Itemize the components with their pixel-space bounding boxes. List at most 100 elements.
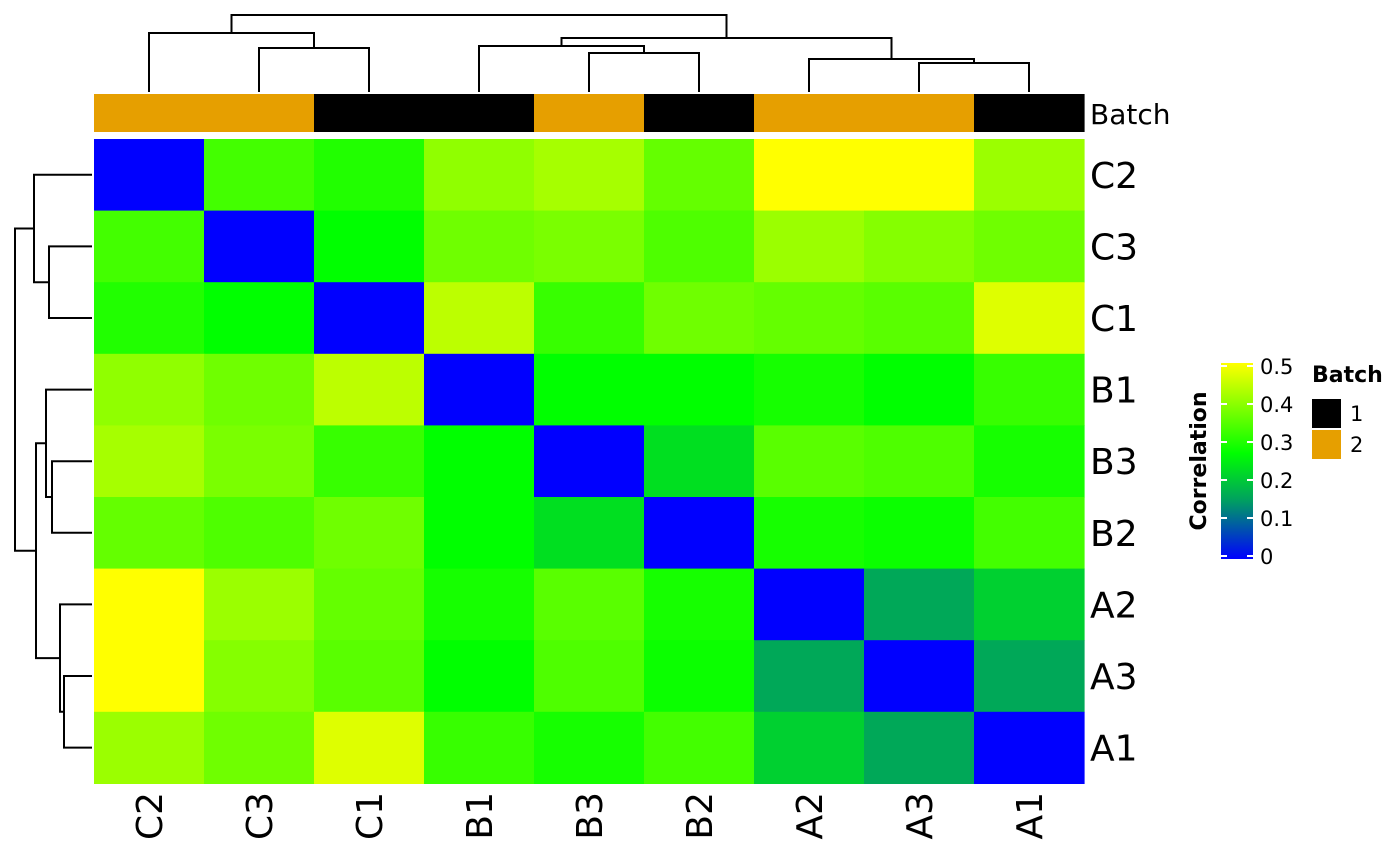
heatmap-cell bbox=[204, 425, 315, 498]
heatmap-cell bbox=[314, 282, 425, 355]
heatmap-cell bbox=[974, 568, 1085, 641]
heatmap-cell bbox=[94, 568, 205, 641]
colorbar-tick-label: 0.1 bbox=[1260, 507, 1293, 531]
colorbar-tick-label: 0.4 bbox=[1260, 393, 1293, 417]
column-dendrogram-branch bbox=[258, 47, 370, 92]
heatmap-cell bbox=[424, 353, 535, 426]
batch-annotation-bar bbox=[94, 94, 1085, 132]
heatmap-cell bbox=[644, 640, 755, 713]
heatmap-cell bbox=[974, 711, 1085, 784]
row-label: A1 bbox=[1090, 729, 1138, 770]
batch-legend-swatch bbox=[1312, 399, 1341, 428]
heatmap-cell bbox=[314, 640, 425, 713]
heatmap-cell bbox=[864, 210, 975, 283]
row-label: A3 bbox=[1090, 657, 1138, 698]
heatmap-cell bbox=[94, 353, 205, 426]
heatmap-cell bbox=[204, 711, 315, 784]
row-label: A2 bbox=[1090, 585, 1138, 626]
heatmap-cell bbox=[94, 711, 205, 784]
column-label: A2 bbox=[790, 792, 831, 840]
heatmap-cell bbox=[424, 711, 535, 784]
row-dendrogram bbox=[14, 173, 92, 749]
heatmap-cell bbox=[314, 353, 425, 426]
heatmap-cell bbox=[864, 353, 975, 426]
column-labels: C2 C3 C1 B1 B3 B2 A2 A3 A1 bbox=[130, 792, 1051, 840]
row-dendrogram-branch bbox=[51, 460, 92, 534]
batch-annotation-label: Batch bbox=[1090, 98, 1171, 131]
heatmap-cell bbox=[424, 640, 535, 713]
heatmap-cell bbox=[424, 210, 535, 283]
colorbar-tick-label: 0.3 bbox=[1260, 431, 1293, 455]
row-label: B2 bbox=[1090, 514, 1138, 555]
heatmap-cell bbox=[94, 139, 205, 212]
row-dendrogram-branch bbox=[33, 173, 92, 284]
row-dendrogram-branch bbox=[35, 442, 60, 660]
column-dendrogram-branch bbox=[148, 32, 315, 92]
heatmap-cell bbox=[314, 425, 425, 498]
heatmap-cell bbox=[314, 497, 425, 570]
heatmap-cell bbox=[754, 139, 865, 212]
heatmap-cell bbox=[424, 139, 535, 212]
heatmap-cell bbox=[204, 640, 315, 713]
column-label: B2 bbox=[680, 792, 721, 840]
heatmap-cell bbox=[864, 568, 975, 641]
row-dendrogram-branch bbox=[48, 245, 92, 319]
heatmap-cell bbox=[204, 210, 315, 283]
batch-legend: Batch 12 bbox=[1312, 363, 1383, 459]
heatmap-cell bbox=[94, 497, 205, 570]
heatmap-cell bbox=[974, 210, 1085, 283]
column-dendrogram-branch bbox=[230, 14, 728, 38]
batch-legend-title: Batch bbox=[1312, 363, 1383, 388]
heatmap-cell bbox=[314, 139, 425, 212]
heatmap-cell bbox=[314, 711, 425, 784]
heatmap-cell bbox=[204, 497, 315, 570]
batch-annotation-cell bbox=[424, 94, 535, 132]
heatmap-cell bbox=[534, 711, 645, 784]
heatmap-cell bbox=[94, 425, 205, 498]
heatmap-cell bbox=[864, 139, 975, 212]
colorbar-tick-label: 0.5 bbox=[1260, 355, 1293, 379]
batch-annotation-cell bbox=[864, 94, 975, 132]
row-dendrogram-branch bbox=[63, 675, 92, 749]
heatmap-cell bbox=[314, 568, 425, 641]
column-label: B3 bbox=[570, 792, 611, 840]
column-dendrogram-branch bbox=[588, 52, 700, 92]
batch-annotation-cell bbox=[534, 94, 645, 132]
heatmap-cell bbox=[754, 711, 865, 784]
heatmap-cells bbox=[94, 139, 1085, 784]
colorbar-tick-label: 0.2 bbox=[1260, 469, 1293, 493]
heatmap-cell bbox=[424, 568, 535, 641]
heatmap-cell bbox=[974, 139, 1085, 212]
heatmap-cell bbox=[644, 210, 755, 283]
batch-annotation-cell bbox=[204, 94, 315, 132]
heatmap-cell bbox=[94, 210, 205, 283]
batch-annotation-cell bbox=[94, 94, 205, 132]
heatmap-cell bbox=[864, 497, 975, 570]
heatmap-cell bbox=[204, 353, 315, 426]
heatmap-cell bbox=[754, 210, 865, 283]
heatmap-cell bbox=[974, 497, 1085, 570]
column-dendrogram bbox=[148, 14, 1030, 92]
heatmap-cell bbox=[204, 568, 315, 641]
column-dendrogram-branch bbox=[560, 37, 893, 59]
heatmap-cell bbox=[314, 210, 425, 283]
heatmap-cell bbox=[204, 282, 315, 355]
row-label: C1 bbox=[1090, 299, 1138, 340]
colorbar-title: Correlation bbox=[1187, 391, 1212, 530]
colorbar-gradient bbox=[1221, 363, 1253, 559]
colorbar-ticks: 0 0.1 0.2 0.3 0.4 0.5 bbox=[1221, 355, 1293, 569]
heatmap-cell bbox=[644, 282, 755, 355]
heatmap-cell bbox=[754, 425, 865, 498]
batch-annotation-cell bbox=[974, 94, 1085, 132]
heatmap-cell bbox=[534, 353, 645, 426]
row-label: C3 bbox=[1090, 227, 1138, 268]
heatmap-cell bbox=[644, 139, 755, 212]
batch-annotation-cell bbox=[314, 94, 425, 132]
heatmap-cell bbox=[864, 711, 975, 784]
heatmap-cell bbox=[864, 640, 975, 713]
column-label: A3 bbox=[900, 792, 941, 840]
row-label: B3 bbox=[1090, 442, 1138, 483]
colorbar-tick-label: 0 bbox=[1260, 545, 1273, 569]
heatmap-cell bbox=[864, 425, 975, 498]
